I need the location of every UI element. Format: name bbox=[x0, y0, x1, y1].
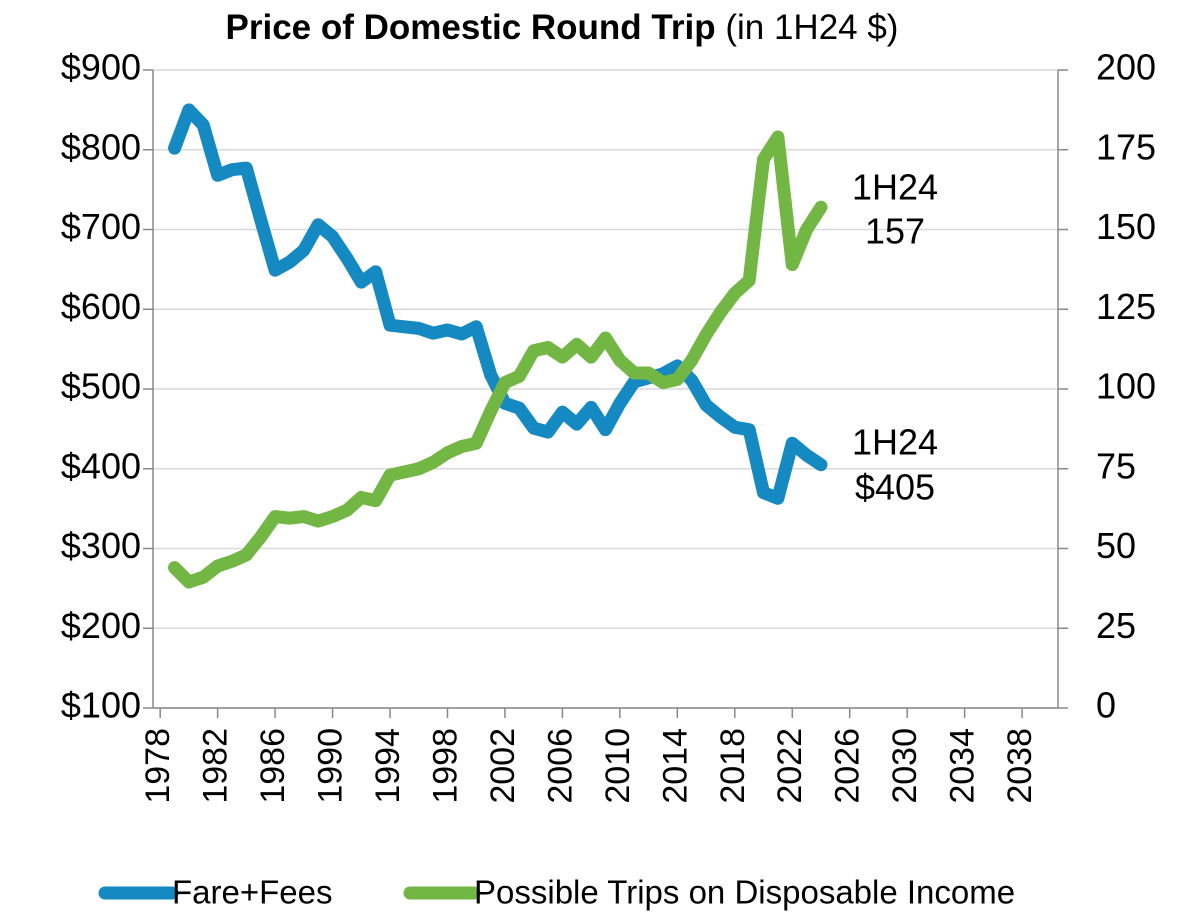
x-tick-label: 1986 bbox=[254, 728, 292, 804]
x-tick-label: 2038 bbox=[1001, 728, 1039, 804]
x-tick-label: 1990 bbox=[312, 728, 350, 804]
y2-tick-label: 25 bbox=[1096, 605, 1136, 646]
y-tick-label: $600 bbox=[61, 286, 141, 327]
x-tick-label: 1994 bbox=[369, 728, 407, 804]
annotation: $405 bbox=[855, 467, 935, 508]
chart-title: Price of Domestic Round Trip bbox=[226, 8, 716, 47]
y-tick-label: $500 bbox=[61, 366, 141, 407]
legend-label: Possible Trips on Disposable Income bbox=[474, 874, 1015, 911]
y2-tick-label: 50 bbox=[1096, 525, 1136, 566]
x-tick-label: 2002 bbox=[484, 728, 522, 804]
x-tick-label: 2030 bbox=[886, 728, 924, 804]
legend-label: Fare+Fees bbox=[172, 874, 333, 911]
annotation: 1H24 bbox=[852, 167, 938, 208]
x-tick-label: 2010 bbox=[599, 728, 637, 804]
y-tick-label: $900 bbox=[61, 47, 141, 88]
x-tick-label: 2014 bbox=[656, 728, 694, 804]
y-tick-label: $800 bbox=[61, 126, 141, 167]
x-tick-label: 2006 bbox=[541, 728, 579, 804]
annotation: 1H24 bbox=[852, 422, 938, 463]
y2-tick-label: 150 bbox=[1096, 206, 1156, 247]
series-line bbox=[168, 130, 828, 589]
x-tick-label: 1982 bbox=[197, 728, 235, 804]
y-tick-label: $300 bbox=[61, 525, 141, 566]
x-tick-label: 2022 bbox=[771, 728, 809, 804]
y2-tick-label: 0 bbox=[1096, 685, 1116, 726]
x-tick-label: 2026 bbox=[829, 728, 867, 804]
y2-tick-label: 175 bbox=[1096, 126, 1156, 167]
y2-tick-label: 200 bbox=[1096, 47, 1156, 88]
y-tick-label: $400 bbox=[61, 445, 141, 486]
y-tick-label: $100 bbox=[61, 685, 141, 726]
y-tick-label: $200 bbox=[61, 605, 141, 646]
x-tick-label: 2034 bbox=[944, 728, 982, 804]
chart-heading: Price of Domestic Round Trip (in 1H24 $) bbox=[226, 8, 899, 47]
x-tick-label: 2018 bbox=[714, 728, 752, 804]
annotation: 157 bbox=[865, 211, 925, 252]
x-tick-label: 1998 bbox=[426, 728, 464, 804]
x-tick-label: 1978 bbox=[139, 728, 177, 804]
y2-tick-label: 75 bbox=[1096, 445, 1136, 486]
y2-tick-label: 125 bbox=[1096, 286, 1156, 327]
y2-tick-label: 100 bbox=[1096, 366, 1156, 407]
y-tick-label: $700 bbox=[61, 206, 141, 247]
chart-subtitle: (in 1H24 $) bbox=[725, 8, 898, 47]
